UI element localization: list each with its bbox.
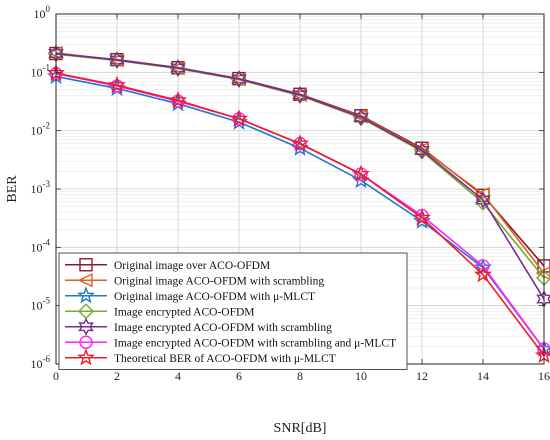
y-tick-label: 10-4	[31, 237, 51, 254]
x-tick-label: 14	[477, 369, 489, 383]
legend-label: Original image ACO-OFDM with scrambling	[114, 275, 324, 287]
legend-box	[58, 252, 408, 370]
data-point	[231, 69, 247, 88]
y-tick-label: 10-1	[31, 62, 51, 79]
series-line	[55, 75, 545, 350]
legend-label: Theoretical BER of ACO-OFDM with μ-MLCT	[114, 353, 336, 365]
y-tick-labels: 10-6 10-5 10-4 10-3 10-2 10-1 100	[31, 4, 51, 371]
x-tick-label: 12	[416, 369, 428, 383]
series-line	[55, 72, 545, 356]
data-point	[109, 50, 125, 69]
series-layer	[46, 44, 550, 364]
legend-marker	[76, 348, 96, 366]
legend-marker	[78, 317, 94, 336]
data-point	[414, 141, 430, 160]
data-point	[473, 265, 493, 283]
data-point	[351, 164, 371, 182]
series-6	[46, 63, 550, 364]
legend-marker	[76, 286, 96, 304]
legend-marker	[79, 258, 93, 272]
legend: Original image over ACO-OFDM Original ima…	[58, 252, 408, 370]
data-point	[292, 85, 308, 104]
series-line	[55, 52, 545, 300]
y-tick-label: 10-3	[31, 179, 51, 196]
data-point	[168, 90, 188, 109]
legend-marker	[79, 335, 93, 349]
data-point	[413, 142, 429, 157]
x-tick-label: 16	[538, 369, 550, 383]
x-axis-title: SNR[dB]	[274, 421, 327, 436]
x-tick-label: 8	[297, 369, 303, 383]
y-tick-label: 100	[34, 4, 51, 21]
legend-item: Image encrypted ACO-OFDM with scrambling…	[65, 335, 396, 349]
x-tick-label: 4	[175, 369, 181, 383]
x-tick-label: 10	[355, 369, 367, 383]
data-point	[171, 94, 185, 108]
legend-item: Original image ACO-OFDM with scrambling	[65, 273, 324, 288]
legend-label: Original image over ACO-OFDM	[114, 260, 270, 272]
y-tick-label: 10-5	[31, 296, 51, 313]
legend-item: Image encrypted ACO-OFDM with scrambling	[65, 317, 332, 336]
legend-label: Image encrypted ACO-OFDM with scrambling…	[114, 337, 396, 349]
x-tick-label: 6	[236, 369, 242, 383]
legend-item: Original image over ACO-OFDM	[65, 258, 270, 272]
x-tick-labels: 0 2 4 6 8 10 12 14 16	[53, 369, 550, 383]
data-point	[476, 259, 490, 273]
data-point	[475, 190, 491, 209]
legend-label: Original image ACO-OFDM with μ-MLCT	[114, 291, 315, 303]
legend-label: Image encrypted ACO-OFDM	[114, 306, 255, 318]
legend-item: Theoretical BER of ACO-OFDM with μ-MLCT	[65, 348, 336, 366]
x-tick-label: 0	[53, 369, 59, 383]
legend-marker	[77, 273, 93, 288]
data-point	[412, 208, 432, 226]
y-tick-label: 10-2	[31, 121, 51, 138]
data-point	[229, 109, 249, 127]
data-point	[107, 75, 127, 93]
legend-label: Image encrypted ACO-OFDM with scrambling	[114, 322, 332, 334]
data-point	[353, 108, 369, 127]
x-tick-label: 2	[114, 369, 120, 383]
data-point	[170, 58, 186, 77]
y-tick-label: 10-6	[31, 354, 51, 371]
legend-item: Original image ACO-OFDM with μ-MLCT	[65, 286, 315, 304]
data-point	[290, 134, 310, 152]
y-axis-title: BER	[5, 175, 20, 203]
